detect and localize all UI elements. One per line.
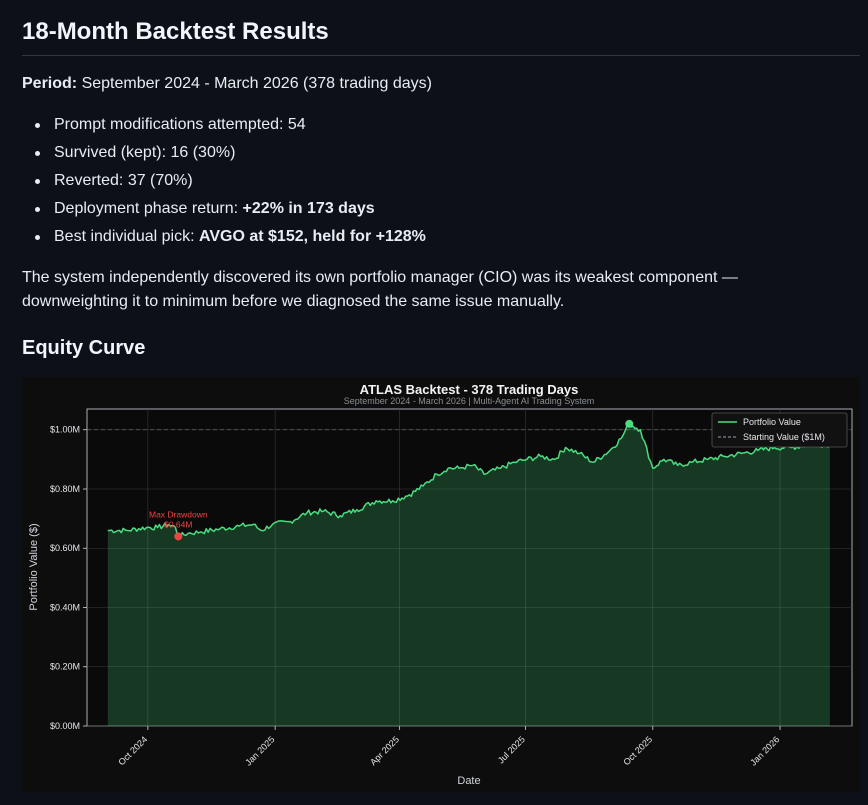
max-drawdown-marker — [174, 532, 183, 541]
y-tick-label: $1.00M — [50, 425, 80, 435]
list-item-text: Deployment phase return: — [54, 200, 243, 217]
legend-label-starting-value: Starting Value ($1M) — [743, 432, 825, 442]
x-tick-label: Jul 2025 — [496, 734, 527, 765]
legend-label-portfolio: Portfolio Value — [743, 417, 801, 427]
x-tick-layer: Oct 2024 Jan 2025 Apr 2025 Jul 2025 Oct 2025… — [116, 726, 781, 768]
section-heading: Equity Curve — [22, 337, 146, 359]
period-label: Period: — [22, 75, 78, 92]
period-line: Period: September 2024 - March 2026 (378… — [22, 75, 432, 93]
chart-subtitle: September 2024 - March 2026 | Multi-Agen… — [344, 396, 594, 406]
period-value: September 2024 - March 2026 (378 trading… — [81, 75, 432, 92]
list-item-text: Survived (kept): 16 (30%) — [54, 144, 236, 161]
list-item-bold: +22% in 173 days — [242, 200, 375, 217]
y-tick-label: $0.20M — [50, 662, 80, 672]
y-tick-layer: $0.00M $0.20M $0.40M $0.60M $0.80M $1.00M — [50, 425, 87, 731]
equity-chart-svg: $0.00M $0.20M $0.40M $0.60M $0.80M $1.00M Oct… — [28, 382, 853, 787]
annotation-layer: Max Drawdown$0.64M — [149, 419, 634, 541]
plot-area — [86, 408, 853, 727]
summary-paragraph: The system independently discovered its … — [22, 269, 738, 310]
y-tick-label: $0.80M — [50, 484, 80, 494]
x-tick-label: Oct 2024 — [116, 734, 149, 767]
stats-list: Prompt modifications attempted: 54 Survi… — [22, 115, 426, 255]
x-tick-label: Jan 2026 — [748, 734, 781, 767]
list-item-text: Prompt modifications attempted: 54 — [54, 116, 306, 133]
y-tick-label: $0.00M — [50, 721, 80, 731]
max-drawdown-value: $0.64M — [164, 519, 192, 529]
title-divider — [22, 55, 860, 56]
list-item-bold: AVGO at $152, held for +128% — [198, 228, 426, 245]
peak-marker — [625, 419, 634, 428]
chart-title: ATLAS Backtest - 378 Trading Days — [360, 382, 579, 397]
y-tick-label: $0.40M — [50, 602, 80, 612]
y-tick-label: $0.60M — [50, 543, 80, 553]
max-drawdown-label: Max Drawdown — [149, 509, 208, 519]
legend: Portfolio Value Starting Value ($1M) — [711, 412, 848, 448]
list-item-text: Reverted: 37 (70%) — [54, 172, 193, 189]
equity-chart: $0.00M $0.20M $0.40M $0.60M $0.80M $1.00M Oct… — [22, 377, 860, 792]
list-item-text: Best individual pick: — [54, 228, 199, 245]
list-item: Prompt modifications attempted: 54 — [22, 115, 426, 143]
list-item: Best individual pick: AVGO at $152, held… — [22, 227, 426, 255]
x-axis-label: Date — [457, 775, 480, 787]
legend-box — [711, 412, 848, 448]
y-axis-label: Portfolio Value ($) — [28, 523, 40, 610]
x-tick-label: Apr 2025 — [368, 734, 401, 767]
list-item: Survived (kept): 16 (30%) — [22, 143, 426, 171]
portfolio-value-line — [107, 423, 831, 539]
list-item: Deployment phase return: +22% in 173 day… — [22, 199, 426, 227]
list-item: Reverted: 37 (70%) — [22, 171, 426, 199]
page-title: 18-Month Backtest Results — [22, 18, 329, 45]
x-tick-label: Jan 2025 — [243, 734, 276, 767]
portfolio-area-fill — [107, 423, 830, 726]
x-tick-label: Oct 2025 — [621, 734, 654, 767]
